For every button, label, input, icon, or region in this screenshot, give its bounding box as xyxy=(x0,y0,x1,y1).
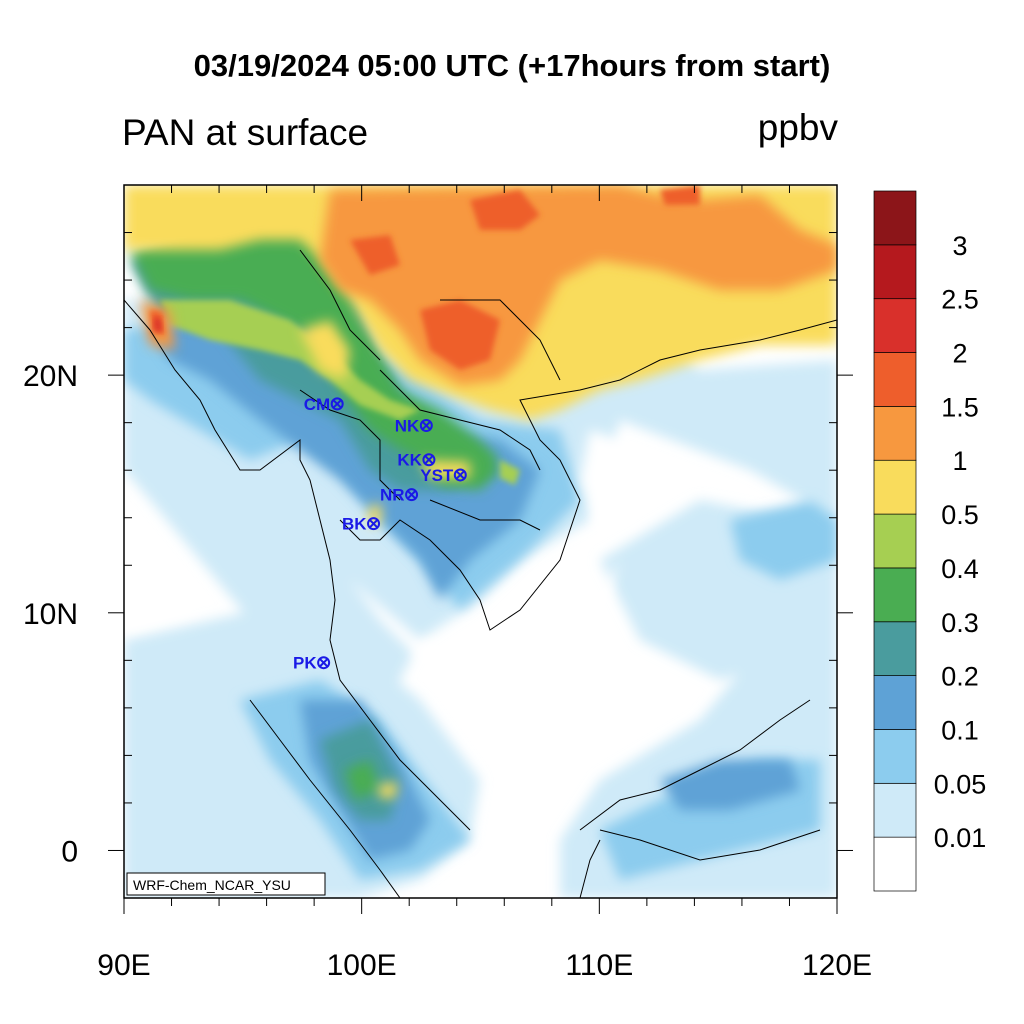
station-kk: KK xyxy=(397,451,436,470)
y-axis-labels: 0 10N 20N xyxy=(23,360,78,868)
station-marker-icon xyxy=(330,397,344,411)
station-pk: PK xyxy=(293,654,331,673)
colorbar-swatch xyxy=(873,729,917,784)
station-cm: CM xyxy=(304,395,344,414)
y-tick-label: 10N xyxy=(23,598,78,631)
station-marker-icon xyxy=(367,517,381,531)
colorbar-label: 0.01 xyxy=(934,823,987,853)
station-nk: NK xyxy=(395,417,433,436)
station-label: KK xyxy=(397,451,422,470)
x-tick-label: 110E xyxy=(565,949,633,982)
colorbar-swatch xyxy=(873,567,917,623)
station-bk: BK xyxy=(342,515,381,534)
colorbar-label: 0.4 xyxy=(941,554,979,584)
station-nr: NR xyxy=(380,486,419,505)
colorbar-swatch xyxy=(873,513,917,569)
station-label: PK xyxy=(293,654,317,673)
x-tick-label: 120E xyxy=(802,949,872,982)
station-marker-icon xyxy=(422,453,436,467)
colorbar-swatch xyxy=(873,190,917,246)
y-tick-label: 0 xyxy=(61,835,78,868)
x-axis-labels: 90E 100E 110E 120E xyxy=(97,949,872,982)
colorbar-swatch xyxy=(873,244,917,300)
colorbar-swatch xyxy=(873,298,917,353)
colorbar-label: 0.05 xyxy=(934,769,987,799)
station-yst: YST xyxy=(420,466,467,485)
station-label: NR xyxy=(380,486,405,505)
colorbar-swatch xyxy=(873,352,917,407)
station-label: CM xyxy=(304,395,330,414)
chart-title: 03/19/2024 05:00 UTC (+17hours from star… xyxy=(193,48,831,83)
station-label: YST xyxy=(420,466,454,485)
colorbar-label: 3 xyxy=(952,231,967,261)
y-tick-label: 20N xyxy=(23,360,78,393)
colorbar-swatch xyxy=(873,675,917,730)
axis-ticks xyxy=(108,184,853,914)
x-tick-label: 90E xyxy=(97,949,150,982)
colorbar-label: 0.5 xyxy=(941,500,979,530)
station-marker-icon xyxy=(405,488,419,502)
colorbar-label: 0.2 xyxy=(941,662,979,692)
colorbar-swatch xyxy=(873,621,917,676)
x-tick-label: 100E xyxy=(327,949,397,982)
colorbar-swatch xyxy=(873,782,917,838)
watermark-text: WRF-Chem_NCAR_YSU xyxy=(133,877,291,893)
pan-concentration-field xyxy=(124,185,837,898)
station-label: BK xyxy=(342,515,367,534)
colorbar-swatch xyxy=(873,406,917,461)
watermark-box xyxy=(126,872,326,896)
station-marker-icon xyxy=(317,656,331,670)
colorbar-label: 1 xyxy=(952,446,967,476)
station-marker-icon xyxy=(419,419,433,433)
map-frame xyxy=(123,184,838,899)
station-label: NK xyxy=(395,417,420,436)
colorbar-label: 1.5 xyxy=(941,392,979,422)
colorbar-label: 2.5 xyxy=(941,285,979,315)
colorbar: 0.01 0.05 0.1 0.2 0.3 0.4 0.5 1 1.5 2 2.5 3 xyxy=(873,190,987,892)
variable-label: PAN at surface xyxy=(122,112,369,153)
colorbar-swatch xyxy=(873,459,917,515)
colorbar-label: 0.3 xyxy=(941,608,979,638)
coastlines-borders xyxy=(124,249,837,898)
colorbar-swatch xyxy=(873,836,917,892)
station-marker-icon xyxy=(453,468,467,482)
colorbar-label: 0.1 xyxy=(941,715,979,745)
units-label: ppbv xyxy=(757,107,838,148)
colorbar-label: 2 xyxy=(952,339,967,369)
